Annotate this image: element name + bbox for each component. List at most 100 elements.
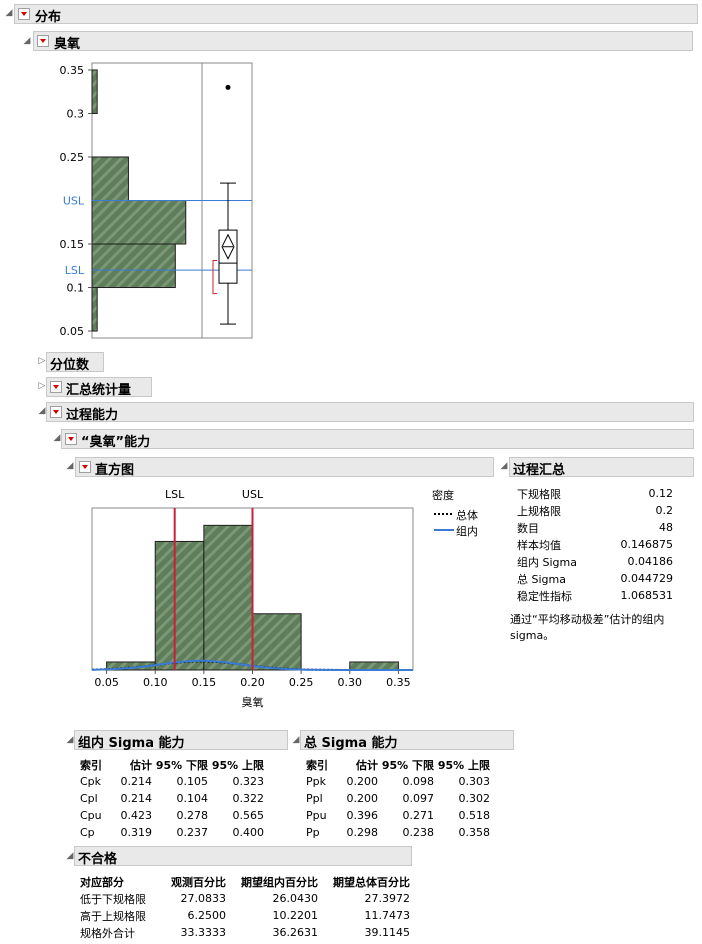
- note-line: sigma。: [510, 629, 555, 642]
- process-summary-note: 通过“平均移动极差”估计的组内 sigma。: [510, 612, 664, 644]
- expand-triangle-icon[interactable]: ▷: [38, 356, 46, 366]
- collapse-triangle-icon[interactable]: ◢: [66, 851, 74, 861]
- summary-value: 0.04186: [627, 555, 674, 568]
- table-cell: 11.7473: [364, 909, 411, 922]
- table-cell: 10.2201: [272, 909, 319, 922]
- outline-process-summary[interactable]: 过程汇总: [509, 457, 694, 478]
- red-triangle-menu-icon[interactable]: [79, 461, 91, 473]
- outline-histogram[interactable]: 直方图: [75, 457, 494, 478]
- summary-label: 稳定性指标: [517, 589, 572, 603]
- table-cell: 0.396: [346, 809, 379, 822]
- collapse-triangle-icon[interactable]: ◢: [5, 8, 13, 18]
- y-tick-label: 0.3: [67, 107, 85, 120]
- table-cell: Cpk: [80, 775, 102, 788]
- column-header: 观测百分比: [171, 875, 226, 889]
- process-summary-table: 下规格限 0.12 上规格限 0.2 数目 48 样本均值 0.146875 组内 Sigma 0…: [517, 485, 673, 604]
- summary-value: 1.068531: [620, 589, 674, 602]
- x-tick-label: 0.20: [240, 676, 265, 689]
- table-row: 上规格限 0.2: [517, 502, 673, 519]
- table-cell: 39.1145: [364, 926, 411, 939]
- collapse-triangle-icon[interactable]: ◢: [66, 461, 74, 471]
- red-triangle-menu-icon[interactable]: [37, 35, 49, 47]
- red-triangle-menu-icon[interactable]: [50, 381, 62, 393]
- table-cell: 0.278: [176, 809, 209, 822]
- legend-title: 密度: [432, 489, 454, 502]
- within-sigma-table: 索引 估计 95% 下限 95% 上限 Cpk 0.214 0.105 0.323 Cpl 0.…: [80, 756, 264, 841]
- table-cell: 0.098: [402, 775, 435, 788]
- outline-quantiles[interactable]: 分位数: [46, 352, 104, 373]
- histogram-bar: [349, 661, 399, 671]
- summary-value: 0.2: [655, 504, 674, 517]
- expand-triangle-icon[interactable]: ▷: [38, 381, 46, 391]
- table-cell: 27.3972: [364, 892, 411, 905]
- table-cell: 0.271: [402, 809, 435, 822]
- y-tick-label: 0.25: [60, 151, 85, 164]
- summary-label: 总 Sigma: [517, 572, 566, 586]
- legend: 总体 组内: [432, 505, 512, 539]
- histogram-bar: [91, 243, 176, 289]
- collapse-triangle-icon[interactable]: ◢: [500, 461, 508, 471]
- outline-process-capability[interactable]: 过程能力: [46, 402, 694, 423]
- table-cell: Ppl: [306, 792, 323, 805]
- outline-summary-stats[interactable]: 汇总统计量: [46, 377, 152, 398]
- red-triangle-menu-icon[interactable]: [50, 406, 62, 418]
- table-row: Cpu 0.423 0.278 0.565: [80, 807, 264, 824]
- outline-title: 分布: [35, 10, 62, 25]
- table-row: 总 Sigma 0.044729: [517, 570, 673, 587]
- table-cell: 高于上规格限: [80, 909, 146, 923]
- table-cell: 0.298: [346, 826, 379, 839]
- outline-title: 分位数: [50, 358, 90, 373]
- column-header: 索引: [306, 758, 328, 772]
- table-cell: 26.0430: [272, 892, 319, 905]
- collapse-triangle-icon[interactable]: ◢: [292, 735, 300, 745]
- table-cell: 0.105: [176, 775, 209, 788]
- table-row: Cp 0.319 0.237 0.400: [80, 824, 264, 841]
- summary-label: 样本均值: [517, 538, 561, 552]
- table-cell: Ppu: [306, 809, 327, 822]
- column-header: 95% 上限: [211, 758, 264, 772]
- outline-var-capability[interactable]: “臭氧”能力: [61, 429, 694, 450]
- table-cell: Cpu: [80, 809, 102, 822]
- outline-variable[interactable]: 臭氧: [33, 31, 693, 52]
- summary-value: 0.146875: [620, 538, 674, 551]
- x-axis-label: 臭氧: [242, 695, 264, 709]
- x-tick-label: 0.25: [289, 676, 314, 689]
- y-tick-label: 0.1: [67, 282, 85, 295]
- collapse-triangle-icon[interactable]: ◢: [23, 36, 31, 46]
- collapse-triangle-icon[interactable]: ◢: [38, 406, 46, 416]
- table-cell: 0.319: [120, 826, 153, 839]
- outline-within-sigma[interactable]: 组内 Sigma 能力: [74, 730, 288, 751]
- lsl-label: LSL: [165, 488, 185, 501]
- table-cell: Cp: [80, 826, 95, 839]
- table-row: 下规格限 0.12: [517, 485, 673, 502]
- column-header: 95% 下限: [381, 758, 434, 772]
- summary-value: 48: [659, 521, 673, 534]
- distribution-plot: USL LSL 0.35 0.3 0.25 0.15 0.1 0.05: [50, 58, 260, 348]
- table-cell: 0.214: [120, 792, 153, 805]
- table-cell: 0.358: [458, 826, 491, 839]
- histogram-bar: [91, 287, 98, 332]
- legend-within-label: 组内: [456, 525, 478, 538]
- table-cell: 低于下规格限: [80, 892, 146, 906]
- table-row: 稳定性指标 1.068531: [517, 587, 673, 604]
- red-triangle-menu-icon[interactable]: [65, 433, 77, 445]
- overall-sigma-table: 索引 估计 95% 下限 95% 上限 Ppk 0.200 0.098 0.303 Ppl 0.…: [306, 756, 490, 841]
- outline-nonconformance[interactable]: 不合格: [74, 846, 412, 867]
- collapse-triangle-icon[interactable]: ◢: [66, 735, 74, 745]
- red-triangle-menu-icon[interactable]: [18, 8, 30, 20]
- table-cell: 0.303: [458, 775, 491, 788]
- outline-distribution[interactable]: 分布: [14, 4, 698, 25]
- table-row: 组内 Sigma 0.04186: [517, 553, 673, 570]
- histogram-bar: [252, 613, 302, 671]
- collapse-triangle-icon[interactable]: ◢: [53, 433, 61, 443]
- table-cell: 0.097: [402, 792, 435, 805]
- table-cell: 0.302: [458, 792, 491, 805]
- table-row: 高于上规格限 6.2500 10.2201 11.7473: [80, 907, 410, 924]
- table-cell: 0.400: [232, 826, 265, 839]
- outline-overall-sigma[interactable]: 总 Sigma 能力: [300, 730, 514, 751]
- table-cell: Cpl: [80, 792, 98, 805]
- outline-title: 总 Sigma 能力: [304, 736, 398, 751]
- table-row: Cpl 0.214 0.104 0.322: [80, 790, 264, 807]
- summary-label: 组内 Sigma: [517, 555, 577, 569]
- table-cell: 0.323: [232, 775, 265, 788]
